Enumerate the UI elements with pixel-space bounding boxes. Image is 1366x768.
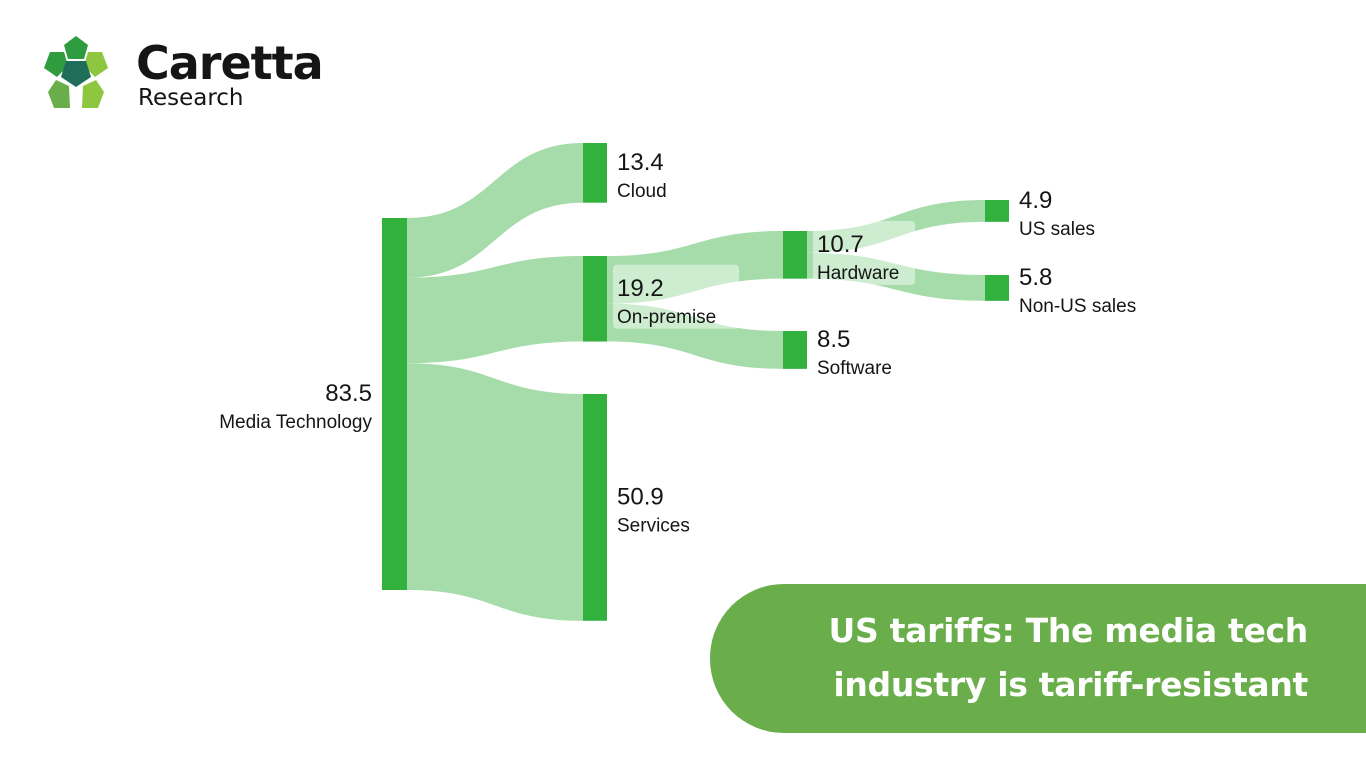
- node-software: [783, 331, 807, 369]
- brand-name: Caretta: [136, 36, 324, 90]
- node-label-services: Services: [617, 515, 690, 536]
- link-onprem-hardware: [607, 231, 783, 304]
- node-media: [382, 218, 407, 590]
- node-cloud: [583, 143, 607, 203]
- value-label-us: 4.9: [1019, 187, 1052, 214]
- node-services: [583, 394, 607, 621]
- value-label-nonus: 5.8: [1019, 264, 1052, 291]
- value-label-services: 50.9: [617, 483, 664, 510]
- brand-subtitle: Research: [138, 85, 244, 111]
- node-onprem: [583, 256, 607, 342]
- node-hardware: [783, 231, 807, 279]
- value-label-media: 83.5: [325, 380, 372, 407]
- node-label-us: US sales: [1019, 219, 1095, 240]
- link-media-cloud: [407, 143, 583, 278]
- node-label-hardware: Hardware: [817, 263, 899, 284]
- headline-line-2: industry is tariff-resistant: [833, 665, 1308, 704]
- label-backdrop-hardware: [813, 220, 915, 285]
- link-hardware-us: [807, 200, 985, 253]
- value-label-hardware: 10.7: [817, 231, 864, 258]
- caretta-emblem-icon: [44, 36, 108, 108]
- node-label-nonus: Non-US sales: [1019, 296, 1136, 317]
- headline-banner: US tariffs: The media tech industry is t…: [710, 584, 1366, 733]
- brand-logo: Caretta Research: [36, 34, 336, 116]
- node-nonus: [985, 275, 1009, 301]
- sankey-links: [407, 143, 985, 621]
- node-us: [985, 200, 1009, 222]
- label-backdrop-onprem: [613, 264, 739, 329]
- node-label-media: Media Technology: [219, 412, 372, 433]
- link-onprem-software: [607, 303, 783, 369]
- value-label-cloud: 13.4: [617, 149, 664, 176]
- sankey-labels: 83.5 Media Technology 13.4 Cloud 19.2 On-prem…: [219, 149, 1136, 537]
- node-label-onprem: On-premise: [617, 307, 716, 328]
- link-hardware-nonus: [807, 252, 985, 301]
- link-media-onprem: [407, 256, 583, 364]
- node-label-software: Software: [817, 358, 892, 379]
- sankey-nodes: [382, 143, 1009, 621]
- value-label-onprem: 19.2: [617, 275, 664, 302]
- headline-line-1: US tariffs: The media tech: [828, 611, 1309, 650]
- value-label-software: 8.5: [817, 326, 850, 353]
- node-label-cloud: Cloud: [617, 181, 667, 202]
- link-media-services: [407, 363, 583, 621]
- headline-text: US tariffs: The media tech industry is t…: [748, 604, 1309, 712]
